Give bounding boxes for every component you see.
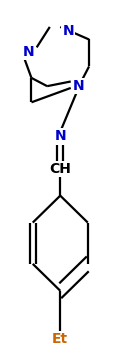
Text: Et: Et [52, 332, 68, 346]
Text: N: N [23, 45, 35, 59]
Text: N: N [62, 24, 74, 37]
Text: N: N [54, 130, 66, 143]
Text: CH: CH [49, 162, 71, 176]
Text: N: N [73, 79, 84, 93]
